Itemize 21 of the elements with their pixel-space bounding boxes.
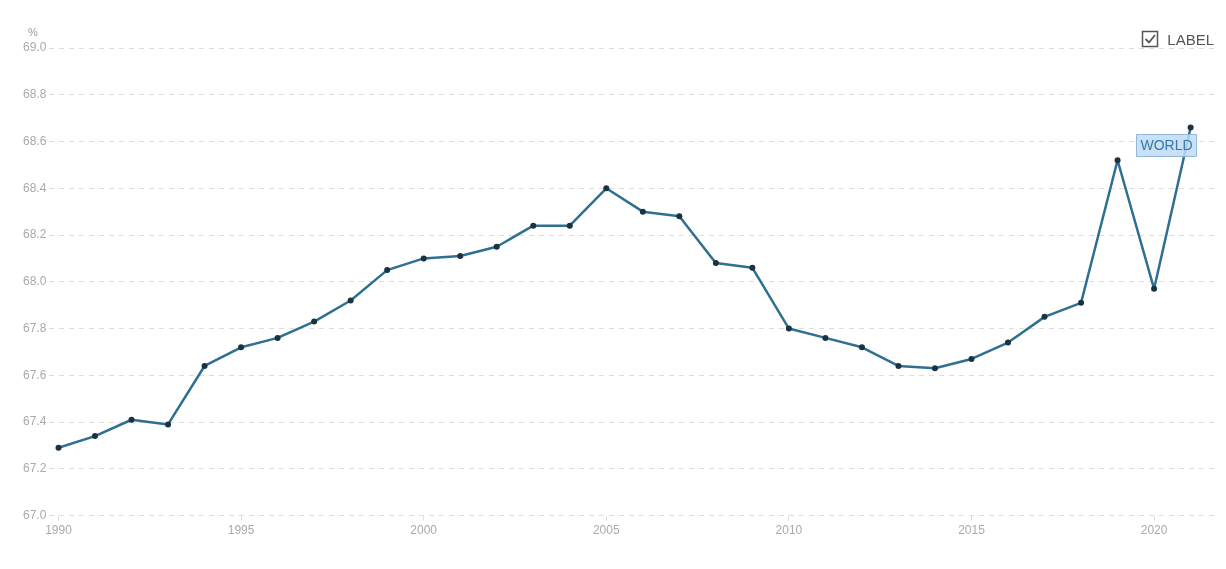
- y-tick-label: 67.0: [23, 507, 47, 522]
- series-label: WORLD: [1140, 137, 1193, 154]
- y-tick-label: 68.6: [23, 133, 47, 148]
- y-tick-label: 68.4: [23, 180, 47, 195]
- y-tick-label: 67.8: [23, 320, 47, 335]
- x-tick-label: 1990: [45, 523, 73, 538]
- y-axis-title: %: [28, 26, 38, 38]
- y-tick-label: 68.2: [23, 227, 47, 242]
- y-tick-label: 69.0: [23, 40, 47, 55]
- y-tick-label: 67.2: [23, 461, 47, 476]
- x-tick-label: 2000: [410, 523, 438, 538]
- y-tick-label: 68.0: [23, 274, 47, 289]
- x-tick-label: 2010: [775, 523, 803, 538]
- y-tick-label: 68.8: [23, 87, 47, 102]
- x-tick-label: 2005: [592, 523, 620, 538]
- x-tick-label: 2015: [958, 523, 986, 538]
- y-tick-label: 67.6: [23, 367, 47, 382]
- x-tick-label: 1995: [227, 523, 255, 538]
- y-tick-label: 67.4: [23, 414, 47, 429]
- x-tick-label: 2020: [1140, 523, 1168, 538]
- text: LABEL: [1167, 30, 1214, 48]
